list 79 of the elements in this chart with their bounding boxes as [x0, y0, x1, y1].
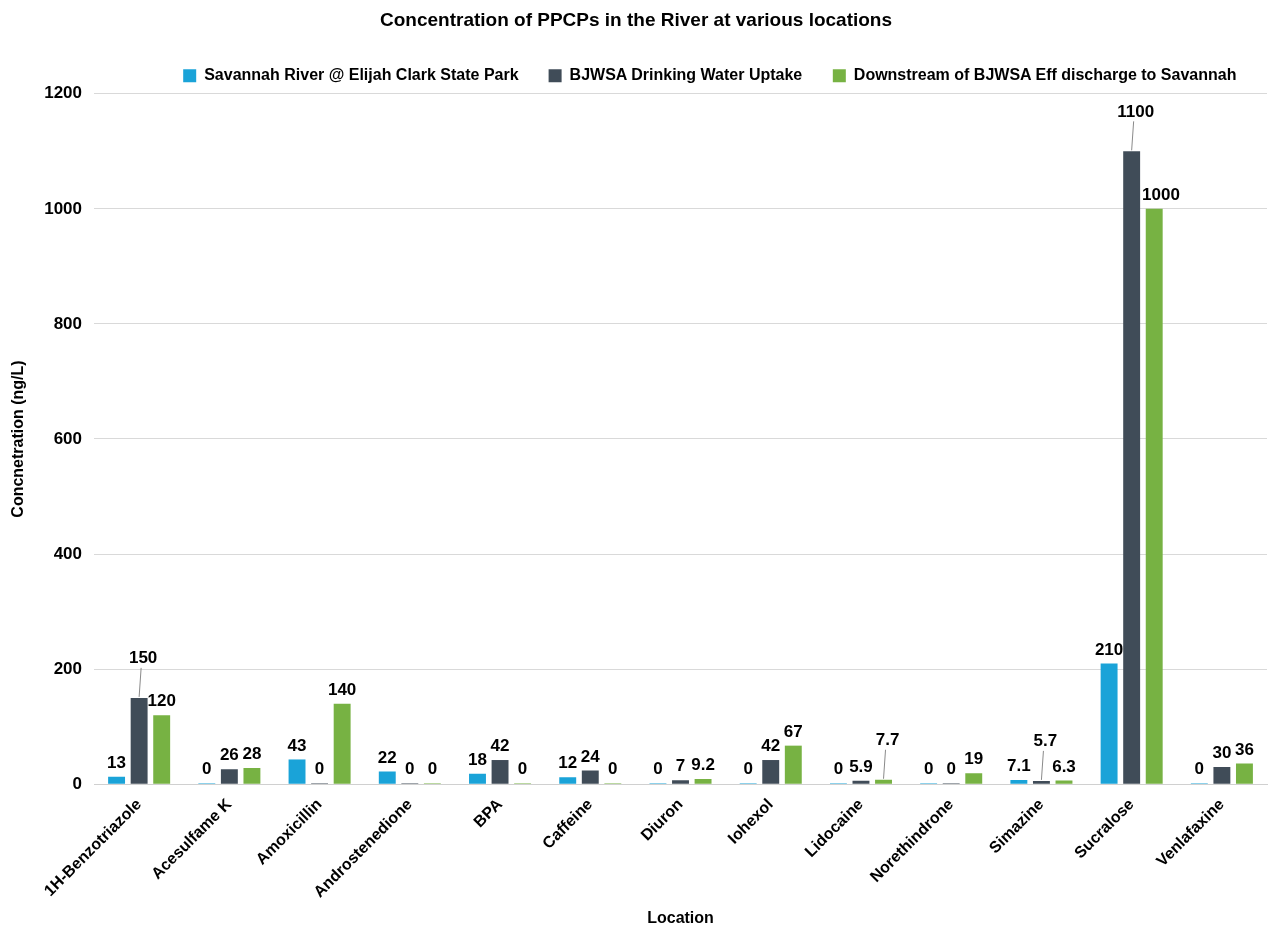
data-label: 0: [314, 759, 325, 779]
bar: [491, 760, 509, 784]
bar: [130, 697, 148, 784]
data-label: 0: [427, 759, 438, 779]
bar: [220, 769, 238, 784]
bar: [581, 770, 599, 784]
bar: [243, 768, 261, 784]
data-label: 0: [743, 759, 753, 779]
y-tick-label: 1200: [44, 83, 83, 103]
data-label: 6.3: [1052, 756, 1076, 776]
data-label: 1100: [1117, 101, 1155, 121]
chart-title: Concentration of PPCPs in the River at various locations: [379, 8, 893, 30]
bar: [108, 776, 126, 784]
bar: [1145, 208, 1163, 784]
data-label: 13: [107, 752, 127, 772]
data-label: 7.1: [1007, 756, 1031, 776]
bar: [1010, 780, 1028, 784]
bar: [784, 745, 802, 784]
data-label: 0: [202, 759, 212, 779]
data-label: 26: [219, 745, 239, 765]
bar: [378, 771, 396, 784]
data-label: 42: [490, 736, 510, 756]
data-label: 5.7: [1033, 731, 1058, 751]
bar: [1100, 663, 1118, 784]
y-tick-label: 800: [53, 313, 83, 333]
bar: [1235, 763, 1253, 784]
bar: [875, 779, 892, 784]
data-label: 19: [964, 749, 984, 769]
y-tick-label: 1000: [44, 198, 83, 218]
bar: [288, 759, 306, 784]
legend-label: Savannah River @ Elijah Clark State Park: [204, 66, 519, 84]
data-label: 5.9: [849, 756, 873, 776]
y-tick-label: 0: [72, 773, 83, 793]
bar: [559, 777, 577, 784]
bar: [1055, 780, 1073, 784]
data-label: 0: [517, 759, 528, 779]
data-label: 120: [147, 691, 176, 711]
bar: [694, 778, 712, 784]
data-label: 140: [327, 679, 357, 699]
data-label: 7: [675, 756, 686, 776]
bar: [672, 780, 689, 784]
data-label: 12: [558, 753, 578, 773]
bar: [965, 773, 983, 784]
data-label: 0: [833, 759, 844, 779]
data-label: 42: [761, 736, 781, 756]
y-tick-label: 400: [53, 543, 83, 563]
y-axis-title: Concnetration (ng/L): [9, 360, 27, 518]
data-label: 0: [1194, 759, 1205, 779]
bar: [762, 760, 780, 784]
data-label: 7.7: [875, 729, 900, 749]
data-label: 28: [242, 744, 262, 764]
data-label: 30: [1212, 743, 1232, 763]
x-axis-title: Location: [647, 908, 714, 926]
data-label: 0: [653, 759, 663, 779]
data-label: 1000: [1142, 185, 1180, 205]
data-label: 0: [608, 759, 618, 779]
bar: [1213, 766, 1231, 784]
legend-label: BJWSA Drinking Water Uptake: [569, 66, 803, 84]
bar: [852, 780, 870, 784]
bar: [469, 773, 486, 784]
data-label: 43: [287, 735, 307, 755]
data-label: 210: [1094, 639, 1124, 659]
data-label: 0: [405, 759, 415, 779]
data-label: 9.2: [691, 755, 715, 775]
y-tick-label: 600: [53, 428, 83, 448]
data-label: 0: [946, 759, 956, 779]
data-label: 18: [468, 750, 487, 770]
bar: [153, 715, 171, 784]
data-label: 24: [580, 746, 601, 766]
legend-label: Downstream of BJWSA Eff discharge to Savannah: [853, 66, 1237, 84]
data-label: 22: [377, 747, 397, 767]
y-tick-label: 200: [53, 658, 83, 678]
data-label: 36: [1234, 739, 1254, 759]
data-label: 67: [783, 721, 803, 741]
bar: [333, 703, 351, 784]
bar: [1123, 151, 1141, 784]
bar: [1032, 780, 1050, 784]
data-label: 0: [923, 759, 934, 779]
data-label: 150: [128, 648, 158, 668]
